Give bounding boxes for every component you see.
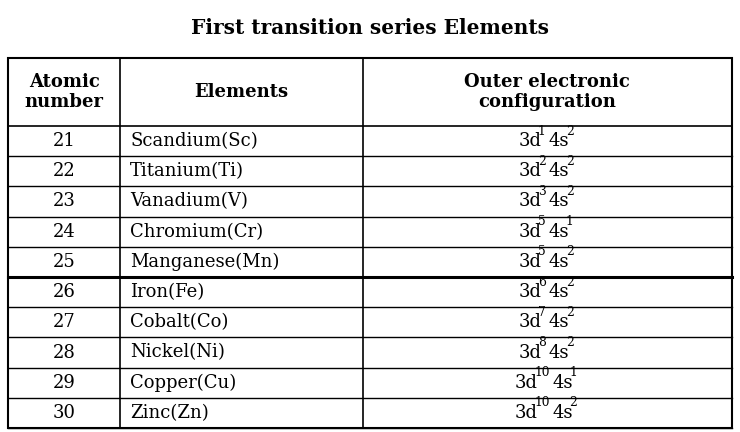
Text: 7: 7 (538, 306, 546, 319)
Text: 3d: 3d (519, 193, 542, 210)
Text: Cobalt(Co): Cobalt(Co) (130, 313, 229, 331)
Text: 10: 10 (534, 366, 550, 379)
Text: 4s: 4s (548, 223, 569, 241)
Text: 2: 2 (570, 397, 577, 410)
Text: 5: 5 (538, 245, 546, 258)
Text: 26: 26 (53, 283, 75, 301)
Text: 27: 27 (53, 313, 75, 331)
Text: 30: 30 (53, 404, 75, 422)
Text: Nickel(Ni): Nickel(Ni) (130, 343, 225, 362)
Text: Scandium(Sc): Scandium(Sc) (130, 132, 258, 150)
Text: 28: 28 (53, 343, 75, 362)
Text: 2: 2 (566, 124, 574, 138)
Text: Manganese(Mn): Manganese(Mn) (130, 253, 280, 271)
Text: Vanadium(V): Vanadium(V) (130, 193, 248, 210)
Text: 3d: 3d (519, 132, 542, 150)
Text: Copper(Cu): Copper(Cu) (130, 374, 237, 392)
Text: 8: 8 (538, 336, 546, 349)
Text: 4s: 4s (548, 193, 569, 210)
Text: 2: 2 (566, 336, 574, 349)
Text: 2: 2 (566, 155, 574, 168)
Text: 2: 2 (538, 155, 546, 168)
Text: 4s: 4s (548, 132, 569, 150)
Text: Chromium(Cr): Chromium(Cr) (130, 223, 263, 241)
Text: 2: 2 (566, 185, 574, 198)
Text: 21: 21 (53, 132, 75, 150)
Text: Iron(Fe): Iron(Fe) (130, 283, 204, 301)
Text: 4s: 4s (548, 343, 569, 362)
Text: Titanium(Ti): Titanium(Ti) (130, 162, 244, 180)
Text: 2: 2 (566, 276, 574, 289)
Text: 4s: 4s (548, 253, 569, 271)
Text: 29: 29 (53, 374, 75, 392)
Text: Elements: Elements (195, 83, 289, 101)
Text: 3: 3 (538, 185, 546, 198)
Text: 3d: 3d (519, 343, 542, 362)
Text: 1: 1 (566, 215, 574, 228)
Text: 24: 24 (53, 223, 75, 241)
Bar (8, 58, 732, 428)
Text: 3d: 3d (519, 223, 542, 241)
Text: 4s: 4s (548, 162, 569, 180)
Text: First transition series Elements: First transition series Elements (191, 18, 549, 38)
Text: 25: 25 (53, 253, 75, 271)
Text: 1: 1 (570, 366, 577, 379)
Text: 3d: 3d (515, 374, 538, 392)
Text: 1: 1 (538, 124, 546, 138)
Text: 6: 6 (538, 276, 546, 289)
Text: 2: 2 (566, 245, 574, 258)
Text: 3d: 3d (519, 253, 542, 271)
Text: 3d: 3d (519, 162, 542, 180)
Text: 3d: 3d (519, 283, 542, 301)
Text: 5: 5 (538, 215, 546, 228)
Text: 3d: 3d (515, 404, 538, 422)
Text: Atomic
number: Atomic number (24, 73, 104, 111)
Text: 10: 10 (534, 397, 550, 410)
Text: Outer electronic
configuration: Outer electronic configuration (465, 73, 630, 111)
Text: 4s: 4s (552, 374, 573, 392)
Text: 2: 2 (566, 306, 574, 319)
Text: 4s: 4s (552, 404, 573, 422)
Text: 4s: 4s (548, 313, 569, 331)
Text: Zinc(Zn): Zinc(Zn) (130, 404, 209, 422)
Text: 4s: 4s (548, 283, 569, 301)
Text: 3d: 3d (519, 313, 542, 331)
Text: 23: 23 (53, 193, 75, 210)
Text: 22: 22 (53, 162, 75, 180)
